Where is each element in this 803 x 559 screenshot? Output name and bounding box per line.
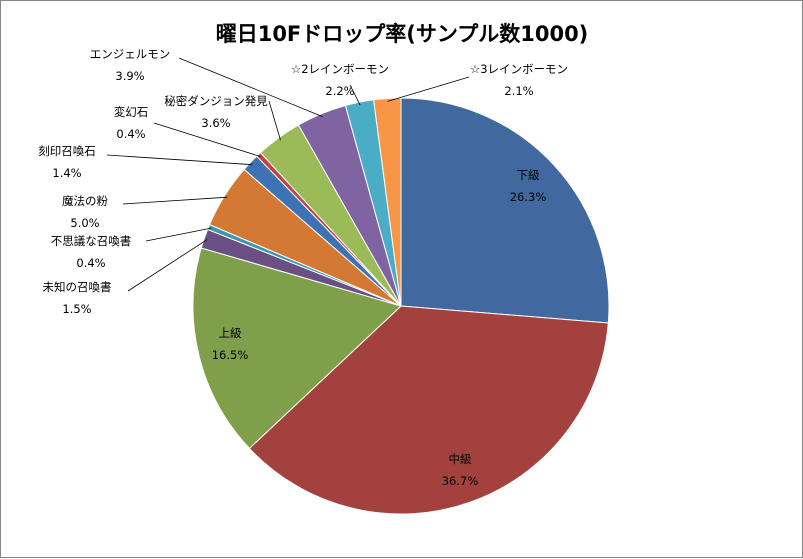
slice-label: 上級 bbox=[219, 326, 242, 340]
pie-slice bbox=[373, 97, 402, 307]
slice-percentage-label: 0.4% bbox=[76, 256, 105, 270]
slice-percentage-label: 36.7% bbox=[442, 474, 479, 488]
slice-percentage-label: 1.4% bbox=[52, 166, 81, 180]
slice-percentage-label: 2.1% bbox=[504, 84, 533, 98]
slice-label: 不思議な召喚書 bbox=[51, 234, 132, 248]
slice-percentage-label: 3.9% bbox=[115, 69, 144, 83]
leader-line bbox=[178, 57, 323, 117]
slice-percentage-label: 1.5% bbox=[62, 302, 91, 316]
slice-label: 秘密ダンジョン発見 bbox=[164, 94, 268, 108]
slice-label: ☆3レインボーモン bbox=[470, 62, 568, 76]
slice-percentage-label: 2.2% bbox=[325, 84, 354, 98]
leader-line bbox=[127, 239, 208, 292]
chart-title: 曜日10Fドロップ率(サンプル数1000) bbox=[216, 22, 589, 46]
leader-line bbox=[122, 196, 228, 205]
slice-percentage-label: 0.4% bbox=[116, 127, 145, 141]
slice-percentage-label: 26.3% bbox=[510, 190, 547, 204]
pie-slice bbox=[400, 97, 610, 324]
slice-percentage-label: 3.6% bbox=[201, 116, 230, 130]
leader-line bbox=[145, 227, 212, 242]
slice-label: 下級 bbox=[517, 168, 540, 182]
leader-line bbox=[106, 154, 253, 166]
leader-line bbox=[153, 122, 261, 157]
slice-label: 未知の召喚書 bbox=[43, 280, 112, 294]
slice-label: 中級 bbox=[449, 452, 472, 466]
slice-label: 魔法の粉 bbox=[62, 194, 108, 208]
slice-label: ☆2レインボーモン bbox=[291, 62, 389, 76]
slice-label: 刻印召喚石 bbox=[38, 144, 96, 158]
slice-percentage-label: 5.0% bbox=[70, 216, 99, 230]
slice-percentage-label: 16.5% bbox=[212, 348, 249, 362]
leader-line bbox=[349, 84, 361, 106]
pie-slice bbox=[192, 247, 402, 450]
pie-slice bbox=[248, 305, 609, 515]
slice-label: 変幻石 bbox=[114, 105, 149, 119]
leader-line bbox=[387, 76, 470, 102]
slice-label: エンジェルモン bbox=[90, 47, 171, 61]
leader-line bbox=[268, 100, 281, 141]
